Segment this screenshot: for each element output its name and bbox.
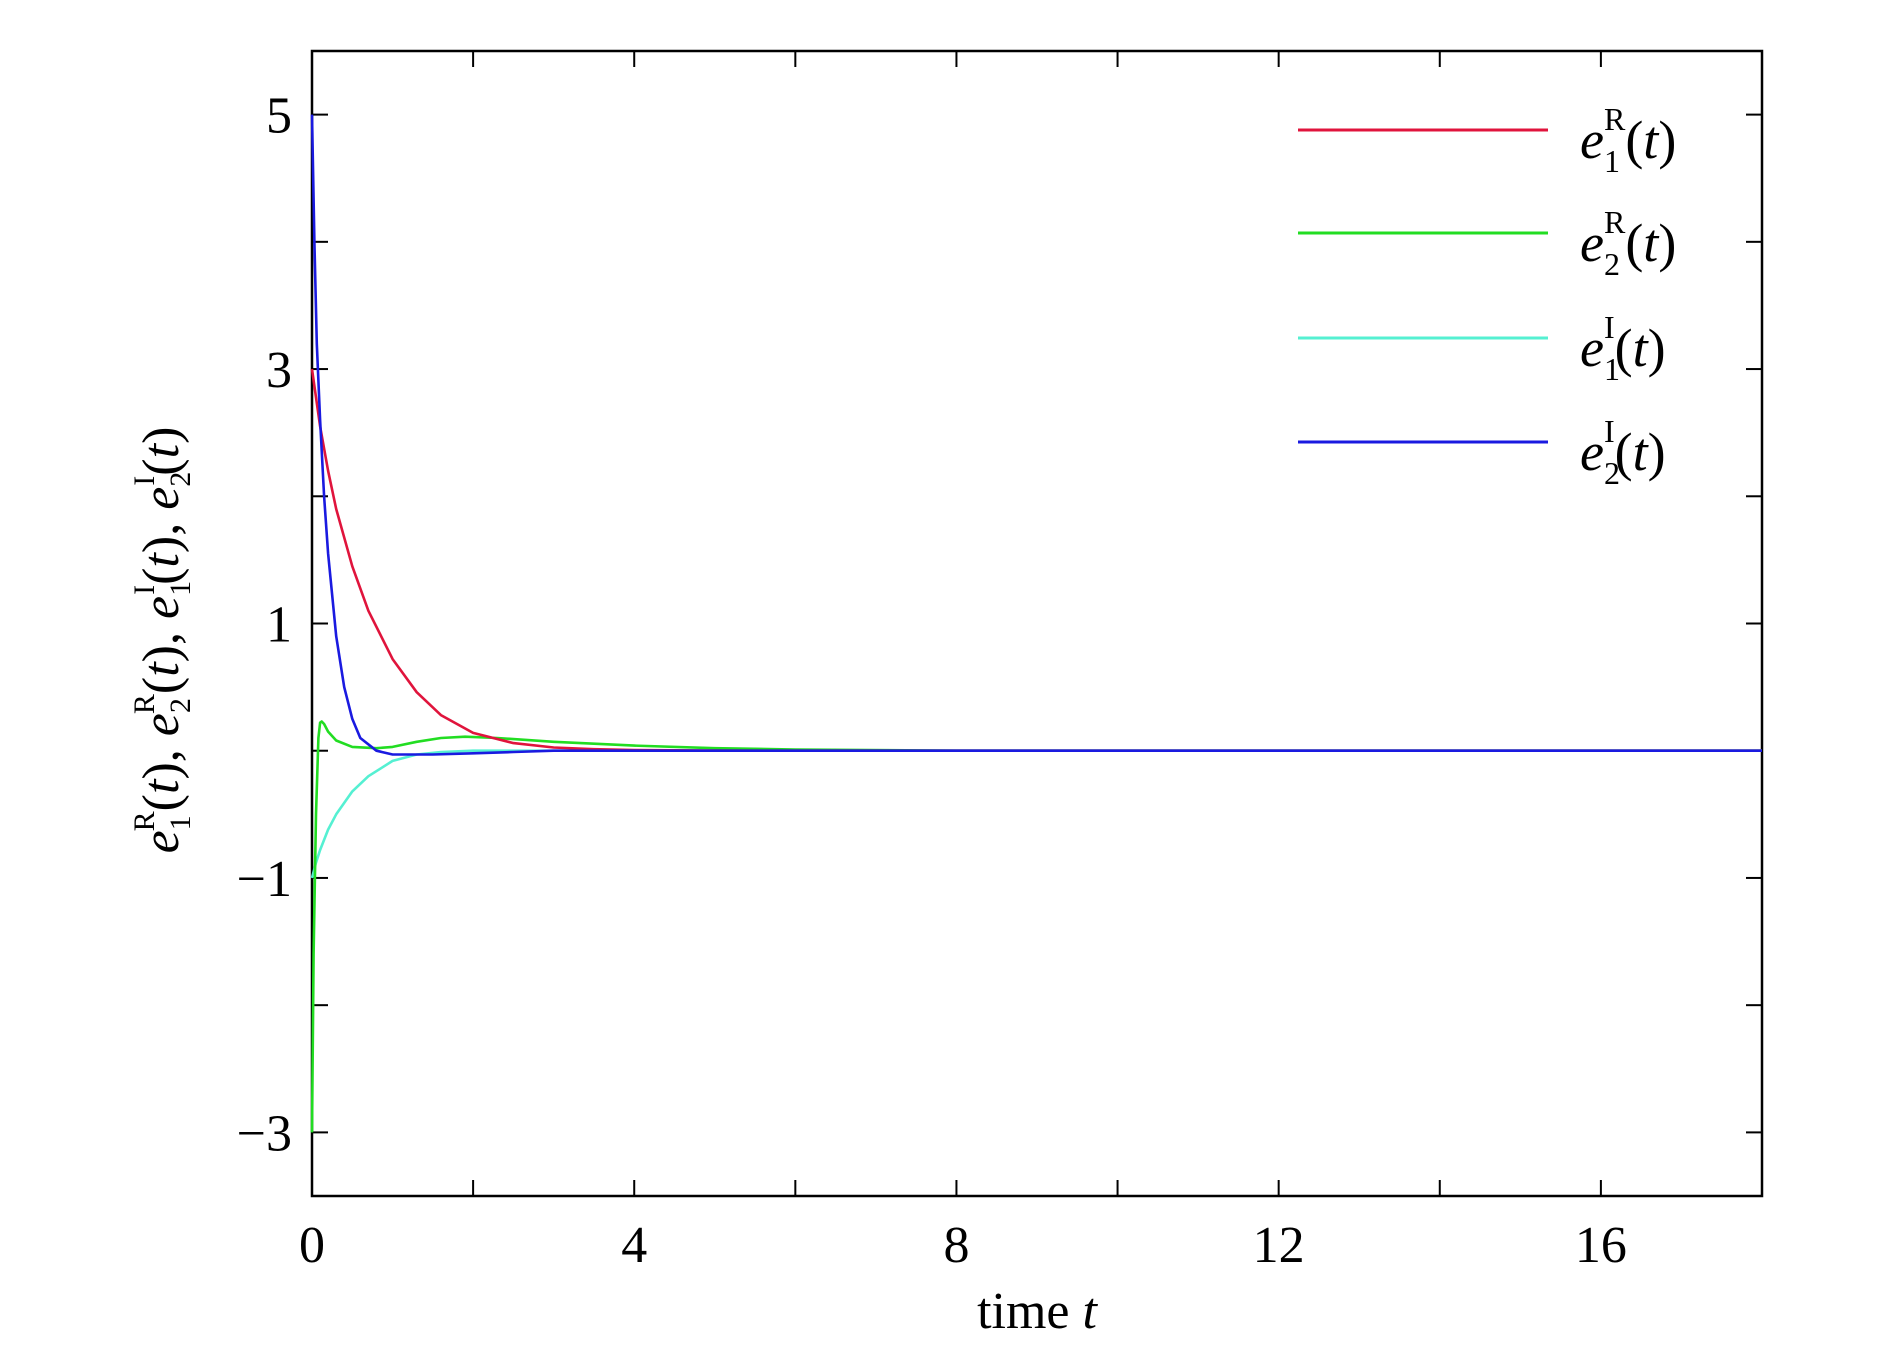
legend-label: e1I(t) — [1580, 309, 1666, 387]
series-line-e1rt — [310, 368, 1762, 752]
x-tick-label: 12 — [1253, 1217, 1305, 1274]
x-tick-label: 8 — [943, 1217, 969, 1274]
legend-label: e2I(t) — [1580, 413, 1666, 491]
x-tick-labels: 0 4 8 12 16 — [299, 1217, 1627, 1274]
series-lines — [310, 114, 1762, 1133]
y-tick-label: 3 — [266, 342, 292, 399]
legend: e1R(t) e2R(t) e1I(t) e2I(t) — [1298, 101, 1676, 491]
x-tick-label: 16 — [1575, 1217, 1627, 1274]
legend-label: e2R(t) — [1580, 204, 1676, 282]
y-tick-label: 5 — [266, 88, 292, 145]
plot-frame — [310, 49, 1764, 1198]
svg-text:e1R(t), e2R(t), e1I(t), e2I(t): e1R(t), e2R(t), e1I(t), e2I(t) — [128, 427, 197, 854]
y-axis-title: e1R(t), e2R(t), e1I(t), e2I(t) — [128, 427, 197, 854]
y-tick-label: 1 — [266, 597, 292, 654]
y-tick-label: −3 — [237, 1105, 292, 1162]
series-line-e1it — [310, 749, 1762, 879]
x-axis-title: time t — [977, 1283, 1098, 1340]
x-tick-label: 0 — [299, 1217, 325, 1274]
y-tick-label: −1 — [237, 851, 292, 908]
series-line-e2rt — [310, 720, 1762, 1133]
y-tick-labels: 5 3 1 −1 −3 — [237, 88, 292, 1163]
x-tick-label: 4 — [621, 1217, 647, 1274]
tick-marks — [311, 51, 1762, 1196]
series-line-e2it — [310, 114, 1762, 756]
legend-label: e1R(t) — [1580, 101, 1676, 179]
